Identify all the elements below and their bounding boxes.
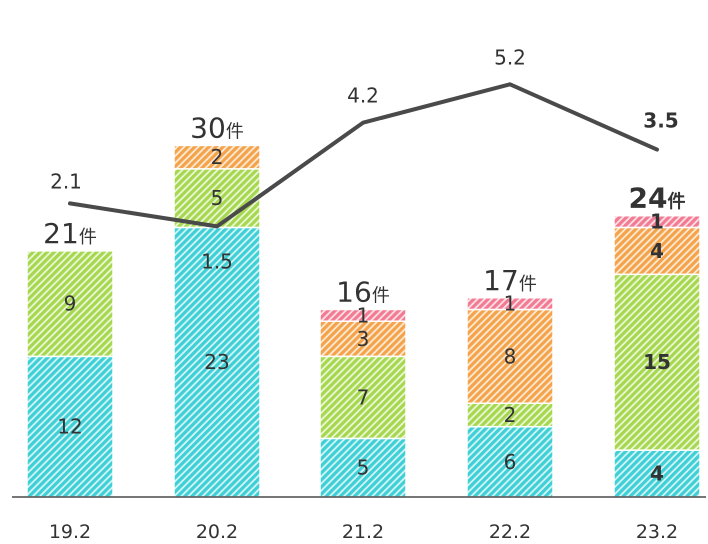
bar-segment — [319, 308, 407, 322]
line-value-label: 3.5 — [643, 109, 678, 133]
bar-segment — [173, 144, 261, 170]
segment-value-label: 1 — [650, 210, 664, 234]
x-tick-label: 20.2 — [196, 521, 238, 543]
segment-value-label: 2 — [504, 403, 517, 427]
x-tick-label: 23.2 — [636, 521, 678, 543]
x-tick-label: 19.2 — [49, 521, 91, 543]
bar-total-label: 24件 — [629, 182, 686, 215]
segment-value-label: 9 — [64, 292, 77, 316]
segment-value-label: 2 — [211, 145, 224, 169]
line-value-label: 2.1 — [50, 169, 82, 193]
line-value-label: 1.5 — [201, 249, 233, 273]
segment-value-label: 1 — [504, 292, 517, 316]
segment-value-label: 1 — [357, 303, 370, 327]
bar-segment — [466, 297, 554, 311]
segment-value-label: 8 — [504, 344, 517, 368]
segment-value-label: 3 — [357, 327, 370, 351]
segment-value-label: 6 — [504, 450, 517, 474]
x-ticks-layer: 19.2 20.2 21.2 22.2 23.2 — [49, 521, 678, 543]
segment-value-label: 4 — [650, 462, 664, 486]
line-value-label: 4.2 — [347, 84, 379, 108]
segment-value-label: 15 — [643, 350, 671, 374]
segment-value-label: 4 — [650, 239, 664, 263]
x-tick-label: 21.2 — [342, 521, 384, 543]
segment-value-label: 7 — [357, 385, 370, 409]
line-layer: 2.1 1.5 4.2 5.2 3.5 — [50, 45, 679, 273]
bar-segment — [26, 250, 114, 358]
bar-segment — [319, 320, 407, 358]
line-value-label: 5.2 — [494, 45, 526, 69]
bar-total-label: 21件 — [43, 217, 97, 250]
bar-segment — [26, 355, 114, 498]
bar-segment — [613, 273, 701, 451]
bar-segment — [319, 355, 407, 440]
x-tick-label: 22.2 — [489, 521, 531, 543]
segment-value-label: 5 — [357, 456, 370, 480]
bar-total-label: 30件 — [190, 111, 244, 144]
bar-segment — [466, 308, 554, 404]
bar-segment — [613, 214, 701, 229]
segment-value-label: 12 — [57, 415, 82, 439]
bar-segment — [613, 226, 701, 276]
segment-value-label: 23 — [204, 350, 229, 374]
segment-value-label: 5 — [211, 186, 224, 210]
bar-total-label: 16件 — [336, 275, 390, 308]
bar-total-label: 17件 — [483, 264, 537, 297]
ratio-line — [68, 82, 659, 229]
